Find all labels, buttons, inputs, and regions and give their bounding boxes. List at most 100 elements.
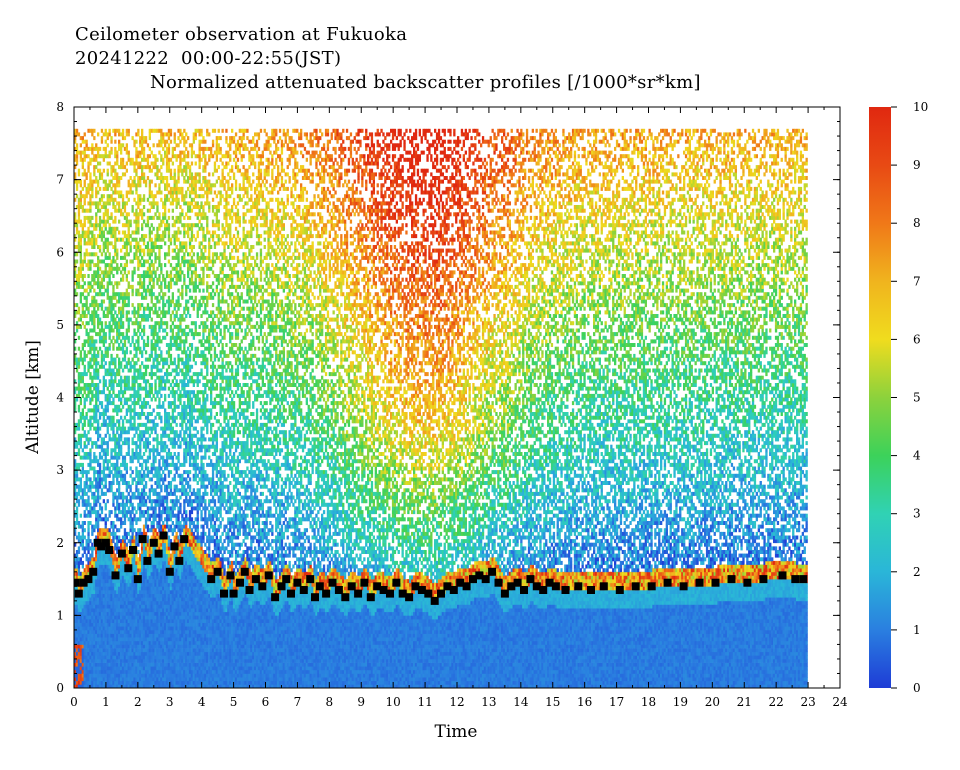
- cloud-base-point: [616, 586, 624, 594]
- cloud-base-point: [226, 571, 234, 579]
- x-tick-label: 20: [705, 695, 720, 709]
- cloud-base-point: [306, 575, 314, 583]
- cloud-base-point: [241, 568, 249, 576]
- colorbar-tick-label: 10: [913, 100, 928, 114]
- x-axis-label: Time: [435, 722, 478, 742]
- cloud-base-point: [159, 532, 167, 540]
- cloud-base-point: [526, 575, 534, 583]
- cloud-base-point: [105, 546, 113, 554]
- cloud-base-point: [258, 582, 266, 590]
- cloud-base-point: [680, 582, 688, 590]
- cloud-base-point: [230, 590, 238, 598]
- y-tick-label: 3: [56, 463, 64, 477]
- cloud-base-point: [696, 579, 704, 587]
- cloud-base-point: [143, 557, 151, 565]
- cloud-base-point: [322, 590, 330, 598]
- x-tick-label: 1: [102, 695, 110, 709]
- x-tick-label: 14: [513, 695, 529, 709]
- cloud-base-point: [102, 539, 110, 547]
- x-tick-label: 12: [449, 695, 464, 709]
- cloud-base-point: [175, 557, 183, 565]
- colorbar-tick-label: 1: [913, 623, 921, 637]
- cloud-base-point: [112, 571, 120, 579]
- cloud-base-point: [712, 579, 720, 587]
- x-tick-label: 19: [673, 695, 688, 709]
- cloud-base-point: [75, 590, 83, 598]
- cloud-base-point: [171, 542, 179, 550]
- cloud-base-point: [424, 590, 432, 598]
- colorbar-tick-label: 2: [913, 565, 921, 579]
- cloud-base-point: [360, 579, 368, 587]
- colorbar-tick-label: 7: [913, 274, 921, 288]
- cloud-base-point: [155, 550, 163, 558]
- colorbar: [869, 107, 891, 688]
- cloud-base-point: [271, 593, 279, 601]
- cloud-base-point: [514, 579, 522, 587]
- cloud-base-point: [329, 579, 337, 587]
- x-tick-label: 16: [577, 695, 592, 709]
- x-tick-label: 7: [294, 695, 302, 709]
- x-tick-label: 22: [769, 695, 784, 709]
- y-tick-label: 6: [56, 245, 64, 259]
- x-tick-label: 3: [166, 695, 174, 709]
- cloud-base-point: [89, 568, 97, 576]
- cloud-base-point: [501, 590, 509, 598]
- cloud-base-point: [134, 575, 142, 583]
- cloud-base-point: [139, 535, 147, 543]
- y-axis-label: Altitude [km]: [23, 340, 43, 455]
- cloud-base-point: [278, 582, 286, 590]
- cloud-base-point: [287, 590, 295, 598]
- cloud-base-point: [799, 575, 807, 583]
- x-tick-label: 18: [641, 695, 656, 709]
- y-tick-label: 0: [56, 681, 64, 695]
- backscatter-heatmap: [74, 129, 808, 689]
- cloud-base-point: [367, 593, 375, 601]
- cloud-base-point: [220, 590, 228, 598]
- cloud-base-point: [664, 579, 672, 587]
- x-tick-label: 4: [198, 695, 206, 709]
- cloud-base-point: [166, 568, 174, 576]
- y-tick-label: 8: [56, 100, 64, 114]
- cloud-base-point: [520, 586, 528, 594]
- cloud-base-point: [392, 579, 400, 587]
- cloud-base-point: [791, 575, 799, 583]
- cloud-base-point: [311, 593, 319, 601]
- cloud-base-point: [300, 586, 308, 594]
- cloud-base-point: [118, 550, 126, 558]
- cloud-base-point: [743, 579, 751, 587]
- cloud-base-point: [431, 597, 439, 605]
- cloud-base-point: [488, 568, 496, 576]
- cloud-base-point: [236, 579, 244, 587]
- cloud-base-point: [293, 579, 301, 587]
- cloud-base-point: [648, 582, 656, 590]
- cloud-base-point: [539, 586, 547, 594]
- cloud-base-point: [779, 571, 787, 579]
- x-tick-label: 24: [832, 695, 848, 709]
- colorbar-tick-label: 0: [913, 681, 921, 695]
- x-tick-label: 8: [326, 695, 334, 709]
- colorbar-tick-label: 3: [913, 507, 921, 521]
- cloud-base-point: [129, 546, 137, 554]
- y-tick-label: 5: [56, 318, 64, 332]
- colorbar-tick-label: 4: [913, 449, 921, 463]
- cloud-base-point: [282, 575, 290, 583]
- cloud-base-point: [632, 582, 640, 590]
- cloud-base-point: [562, 586, 570, 594]
- cloud-base-point: [495, 579, 503, 587]
- cloud-base-point: [482, 575, 490, 583]
- y-tick-label: 4: [56, 391, 64, 405]
- cloud-base-point: [600, 582, 608, 590]
- cloud-base-point: [341, 593, 349, 601]
- cloud-base-point: [354, 590, 362, 598]
- cloud-base-point: [84, 575, 92, 583]
- y-tick-label: 7: [56, 173, 64, 187]
- cloud-base-point: [405, 593, 413, 601]
- x-tick-label: 17: [609, 695, 624, 709]
- cloud-base-point: [348, 582, 356, 590]
- x-tick-label: 23: [800, 695, 815, 709]
- cloud-base-point: [180, 535, 188, 543]
- cloud-base-point: [759, 575, 767, 583]
- x-tick-label: 9: [357, 695, 365, 709]
